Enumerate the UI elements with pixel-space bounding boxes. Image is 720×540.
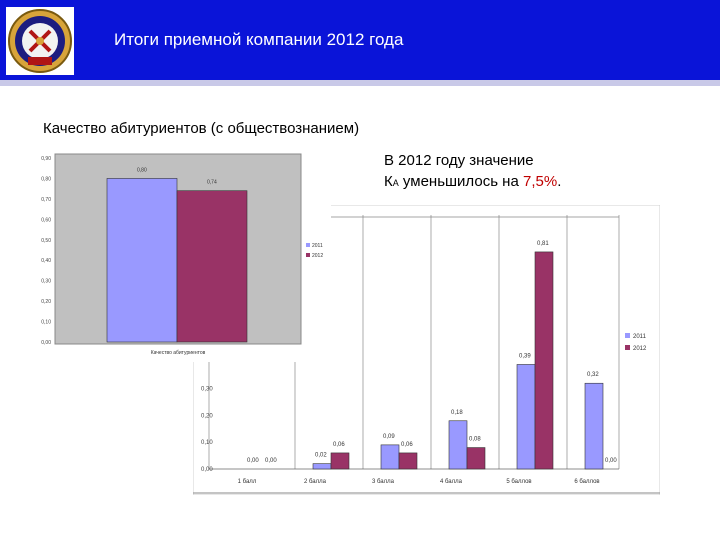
bar-2011 bbox=[106, 178, 178, 343]
legend-label: 2012 bbox=[312, 253, 323, 259]
legend-swatch bbox=[306, 253, 310, 257]
university-logo bbox=[6, 7, 74, 75]
bar-2012-4 bbox=[466, 447, 486, 470]
chart-legend: 2011 2012 bbox=[306, 243, 323, 259]
overall-quality-chart: 0,80 0,74 0,00 0,10 0,20 0,30 0,40 0,50 0,60 0,7… bbox=[31, 150, 331, 362]
data-label: 0,00 bbox=[605, 458, 617, 464]
data-label: 0,32 bbox=[587, 372, 599, 378]
data-label: 0,80 bbox=[137, 167, 147, 173]
k-symbol: К bbox=[384, 173, 393, 190]
x-tick-label: Качество абитуриентов bbox=[151, 350, 206, 356]
bar-2011-3 bbox=[380, 444, 400, 470]
chart-legend: 2011 2012 bbox=[625, 333, 647, 352]
y-tick-label: 0,10 bbox=[201, 440, 213, 446]
slide-subtitle: Качество абитуриентов (с обществознанием… bbox=[43, 120, 360, 137]
y-tick-label: 0,80 bbox=[41, 176, 51, 182]
data-label: 0,18 bbox=[451, 410, 463, 416]
note-middle: уменьшилось на bbox=[398, 173, 523, 190]
bar-2012-3 bbox=[398, 452, 418, 470]
legend-swatch bbox=[625, 333, 630, 338]
y-tick-label: 0,00 bbox=[201, 467, 213, 473]
y-tick-label: 0,10 bbox=[41, 320, 51, 326]
data-label: 0,00 bbox=[265, 458, 277, 464]
data-label: 0,81 bbox=[537, 241, 549, 247]
y-tick-label: 0,50 bbox=[41, 238, 51, 244]
bar-2011-4 bbox=[448, 420, 468, 470]
y-tick-label: 0,20 bbox=[41, 299, 51, 305]
k-subscript: А bbox=[392, 178, 399, 188]
data-label: 0,00 bbox=[247, 458, 259, 464]
note-end: . bbox=[557, 173, 562, 190]
data-label: 0,09 bbox=[383, 434, 395, 440]
x-tick-label: 5 баллов bbox=[506, 479, 531, 485]
y-tick-label: 0,30 bbox=[41, 279, 51, 285]
note-line-2: КА уменьшилось на 7,5%. bbox=[384, 171, 561, 194]
bar-2012-5 bbox=[534, 251, 554, 470]
decrease-value: 7,5% bbox=[522, 173, 558, 190]
data-label: 0,06 bbox=[401, 442, 413, 448]
data-label: 0,06 bbox=[333, 442, 345, 448]
note-line-1: В 2012 году значение bbox=[384, 152, 534, 169]
legend-swatch bbox=[625, 345, 630, 350]
data-label: 0,02 bbox=[315, 453, 327, 459]
y-tick-label: 0,40 bbox=[41, 258, 51, 264]
x-tick-label: 3 балла bbox=[372, 479, 395, 485]
page-title: Итоги приемной компании 2012 года bbox=[114, 30, 404, 49]
legend-swatch bbox=[306, 243, 310, 247]
x-tick-label: 2 балла bbox=[304, 479, 327, 485]
legend-label: 2012 bbox=[633, 346, 647, 352]
bar-2011-5 bbox=[516, 364, 536, 470]
y-tick-label: 0,70 bbox=[41, 197, 51, 203]
bar-2012 bbox=[176, 190, 248, 343]
header-divider bbox=[0, 80, 720, 86]
y-tick-label: 0,90 bbox=[41, 156, 51, 162]
y-tick-label: 0,60 bbox=[41, 217, 51, 223]
y-tick-label: 0,20 bbox=[201, 413, 213, 419]
data-label: 0,08 bbox=[469, 437, 481, 443]
x-tick-label: 4 балла bbox=[440, 479, 463, 485]
data-label: 0,39 bbox=[519, 353, 531, 359]
x-tick-label: 1 балл bbox=[238, 479, 257, 485]
x-tick-label: 6 баллов bbox=[574, 479, 599, 485]
legend-label: 2011 bbox=[633, 334, 647, 340]
y-tick-label: 0,00 bbox=[41, 340, 51, 346]
bar-2012-2 bbox=[330, 452, 350, 470]
legend-label: 2011 bbox=[312, 243, 323, 249]
bar-2011-2 bbox=[312, 463, 332, 470]
bar-2011-6 bbox=[584, 382, 604, 470]
data-label: 0,74 bbox=[207, 180, 217, 186]
header-bar bbox=[0, 0, 720, 80]
y-tick-label: 0,30 bbox=[201, 387, 213, 393]
result-note: В 2012 году значение КА уменьшилось на 7… bbox=[384, 150, 561, 194]
